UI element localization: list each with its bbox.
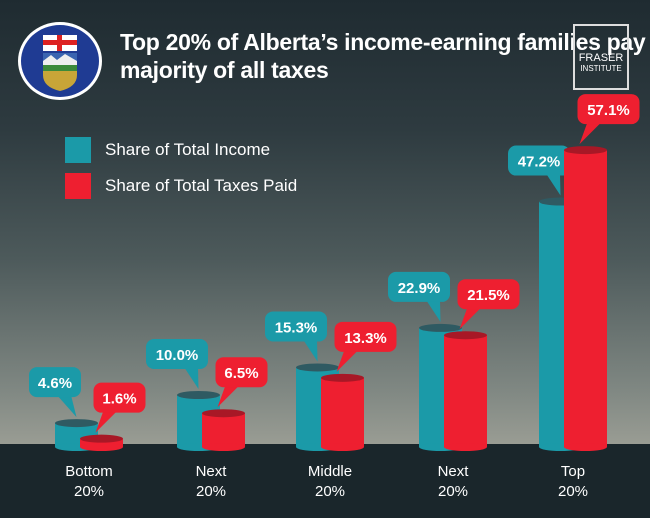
svg-text:10.0%: 10.0% bbox=[156, 347, 199, 364]
legend-item-income: Share of Total Income bbox=[65, 137, 270, 163]
bar-taxes bbox=[80, 434, 123, 451]
bar-taxes bbox=[202, 409, 245, 451]
category-label: Bottom 20% bbox=[65, 463, 113, 500]
category-label: Middle 20% bbox=[307, 463, 353, 500]
legend-swatch-income bbox=[65, 137, 91, 163]
svg-text:4.6%: 4.6% bbox=[38, 375, 72, 392]
svg-text:6.5%: 6.5% bbox=[224, 365, 258, 382]
legend-label-income: Share of Total Income bbox=[105, 140, 271, 159]
category-label: Top 20% bbox=[557, 463, 589, 500]
bar-taxes bbox=[444, 331, 487, 451]
data-label-income: 10.0% bbox=[146, 339, 208, 389]
category-label: Next 20% bbox=[195, 463, 227, 500]
legend-label-taxes: Share of Total Taxes Paid bbox=[105, 176, 298, 195]
category-label: Next 20% bbox=[437, 463, 469, 500]
data-label-income: 4.6% bbox=[29, 367, 81, 418]
bar-taxes bbox=[564, 146, 607, 451]
svg-text:13.3%: 13.3% bbox=[344, 330, 387, 347]
data-label-income: 22.9% bbox=[388, 271, 450, 322]
svg-text:15.3%: 15.3% bbox=[275, 319, 318, 336]
data-label-income: 47.2% bbox=[508, 145, 570, 196]
alberta-crest-icon bbox=[18, 22, 102, 100]
legend-swatch-taxes bbox=[65, 173, 91, 199]
data-label-taxes: 6.5% bbox=[215, 357, 268, 408]
svg-text:21.5%: 21.5% bbox=[467, 287, 510, 304]
data-label-taxes: 57.1% bbox=[577, 94, 640, 145]
data-label-income: 15.3% bbox=[265, 311, 327, 362]
data-label-taxes: 1.6% bbox=[93, 382, 146, 433]
bar-taxes bbox=[321, 373, 364, 451]
svg-text:57.1%: 57.1% bbox=[587, 102, 630, 119]
svg-text:22.9%: 22.9% bbox=[398, 280, 441, 297]
legend-item-taxes: Share of Total Taxes Paid bbox=[65, 173, 297, 199]
floor bbox=[0, 444, 650, 518]
data-label-taxes: 13.3% bbox=[334, 321, 397, 372]
svg-text:1.6%: 1.6% bbox=[102, 391, 136, 408]
chart-title: Top 20% of Alberta’s income-earning fami… bbox=[120, 29, 646, 83]
data-label-taxes: 21.5% bbox=[457, 279, 520, 330]
fraser-institute-logo: FRASER INSTITUTE bbox=[573, 24, 629, 90]
svg-text:47.2%: 47.2% bbox=[518, 154, 561, 171]
